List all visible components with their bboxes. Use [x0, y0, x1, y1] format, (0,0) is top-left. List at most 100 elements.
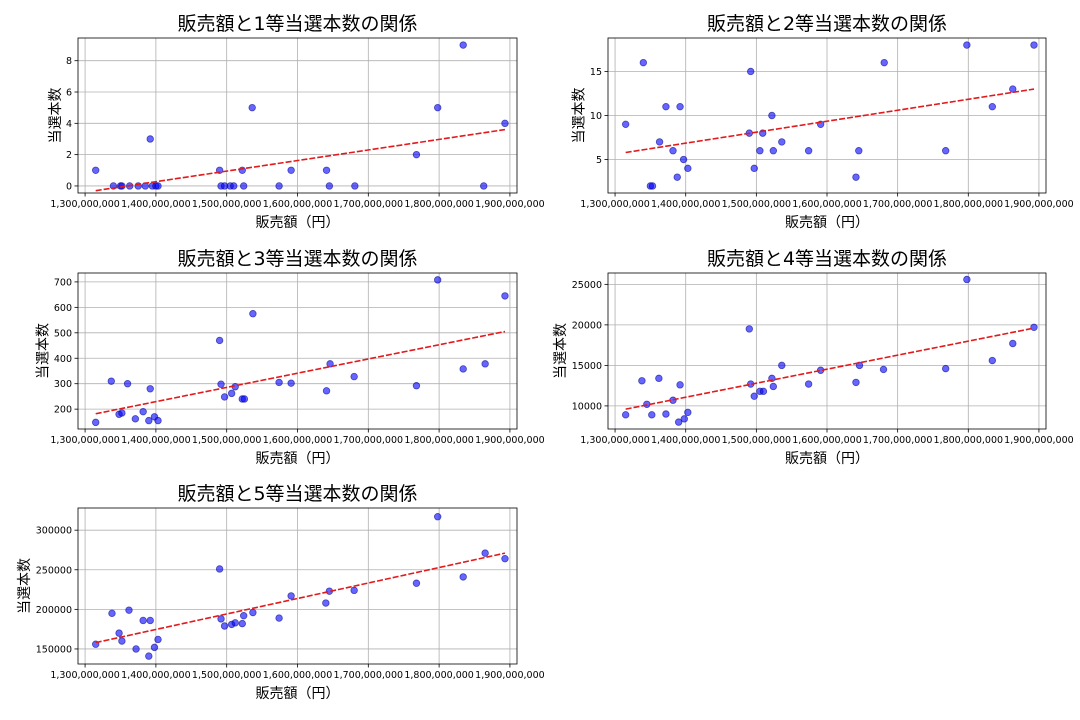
data-point: [778, 361, 786, 370]
data-point: [941, 364, 950, 373]
data-point: [745, 325, 753, 333]
y-tick-label: 700: [54, 277, 72, 288]
data-point: [249, 310, 257, 318]
data-point: [879, 365, 888, 374]
data-point: [220, 393, 229, 401]
data-point: [107, 377, 115, 385]
data-point: [275, 378, 283, 387]
x-tick-label: 1,800,000,000: [934, 199, 1004, 210]
data-point: [680, 415, 688, 423]
y-axis-label: 当選本数: [35, 323, 51, 379]
data-point: [655, 138, 664, 146]
data-point: [804, 147, 813, 155]
x-tick-label: 1,800,000,000: [934, 435, 1004, 446]
data-point: [676, 102, 684, 111]
data-point: [769, 147, 778, 155]
x-tick-label: 1,600,000,000: [263, 670, 333, 681]
data-point: [154, 182, 162, 190]
data-point: [92, 166, 100, 174]
data-point: [621, 411, 630, 419]
chart-title: 販売額と4等当選本数の関係: [707, 248, 947, 270]
data-point: [350, 372, 358, 381]
y-tick-label: 300: [54, 379, 72, 390]
x-tick-label: 1,700,000,000: [334, 670, 404, 681]
x-tick-label: 1,300,000,000: [50, 199, 120, 210]
x-axis-label: 販売額（円）: [785, 215, 869, 231]
y-tick-label: 200: [54, 405, 72, 416]
data-point: [145, 652, 153, 660]
x-tick-label: 1,700,000,000: [334, 435, 404, 446]
chart-title: 販売額と2等当選本数の関係: [707, 13, 947, 35]
data-point: [648, 411, 656, 419]
y-tick-label: 6: [66, 88, 72, 99]
y-tick-label: 0: [66, 181, 72, 192]
data-point: [963, 275, 971, 284]
y-tick-label: 15: [590, 67, 602, 78]
y-tick-label: 250000: [36, 565, 72, 576]
trend-line: [95, 330, 506, 415]
x-tick-label: 1,300,000,000: [50, 435, 120, 446]
trend-line: [95, 552, 506, 644]
chart-4: 1,300,000,000 1,400,000,000 1,500,000,000 1…: [553, 248, 1074, 467]
data-point: [249, 608, 257, 617]
data-point: [322, 599, 330, 607]
data-point: [146, 616, 154, 625]
data-point: [230, 182, 238, 190]
x-tick-label: 1,300,000,000: [50, 670, 120, 681]
x-tick-label: 1,600,000,000: [792, 199, 862, 210]
chart-1: 1,300,000,000 1,400,000,000 1,500,000,000 1…: [48, 13, 545, 231]
data-point: [115, 629, 123, 637]
x-tick-label: 1,400,000,000: [651, 199, 721, 210]
data-point: [350, 586, 358, 595]
y-tick-label: 10: [590, 111, 602, 122]
data-point: [150, 643, 159, 652]
data-point: [676, 381, 684, 389]
data-point: [662, 410, 670, 418]
x-tick-label: 1,500,000,000: [192, 199, 262, 210]
chart-3: 1,300,000,000 1,400,000,000 1,500,000,000 1…: [35, 248, 544, 467]
x-axis-label: 販売額（円）: [256, 686, 340, 702]
x-tick-label: 1,900,000,000: [1004, 435, 1074, 446]
x-tick-label: 1,500,000,000: [192, 670, 262, 681]
data-point: [215, 336, 224, 345]
data-point: [769, 382, 778, 391]
data-point: [459, 365, 467, 373]
x-axis-label: 販売額（円）: [785, 451, 869, 467]
data-point: [433, 513, 442, 521]
data-point: [227, 389, 236, 398]
data-point: [217, 615, 225, 623]
chart-2: 1,300,000,000 1,400,000,000 1,500,000,000 1…: [572, 13, 1074, 231]
data-point: [941, 147, 950, 155]
data-point: [287, 166, 295, 174]
x-tick-label: 1,500,000,000: [722, 199, 792, 210]
x-tick-label: 1,300,000,000: [580, 199, 650, 210]
y-axis-label: 当選本数: [553, 323, 569, 379]
chart-5: 1,300,000,000 1,400,000,000 1,500,000,000 1…: [17, 483, 545, 702]
x-tick-label: 1,800,000,000: [404, 670, 474, 681]
data-point: [325, 182, 334, 190]
trend-line: [625, 327, 1035, 410]
y-tick-label: 15000: [572, 361, 602, 372]
data-point: [92, 418, 100, 427]
x-tick-label: 1,700,000,000: [334, 199, 404, 210]
data-point: [322, 387, 331, 395]
data-point: [287, 592, 295, 600]
chart-title: 販売額と1等当選本数の関係: [177, 13, 417, 35]
data-point: [501, 292, 509, 300]
data-point: [1009, 85, 1017, 93]
data-point: [238, 619, 246, 628]
data-point: [481, 360, 489, 368]
data-point: [621, 120, 630, 129]
data-point: [1030, 41, 1038, 49]
data-point: [239, 611, 248, 620]
trend-line: [95, 128, 506, 192]
x-tick-label: 1,900,000,000: [475, 435, 545, 446]
data-point: [655, 374, 663, 383]
y-axis-label: 当選本数: [48, 88, 64, 144]
y-tick-label: 10000: [572, 401, 602, 412]
data-point: [639, 58, 648, 67]
data-point: [220, 622, 229, 630]
y-tick-label: 20000: [572, 320, 602, 331]
x-tick-label: 1,500,000,000: [192, 435, 262, 446]
data-point: [669, 147, 677, 155]
